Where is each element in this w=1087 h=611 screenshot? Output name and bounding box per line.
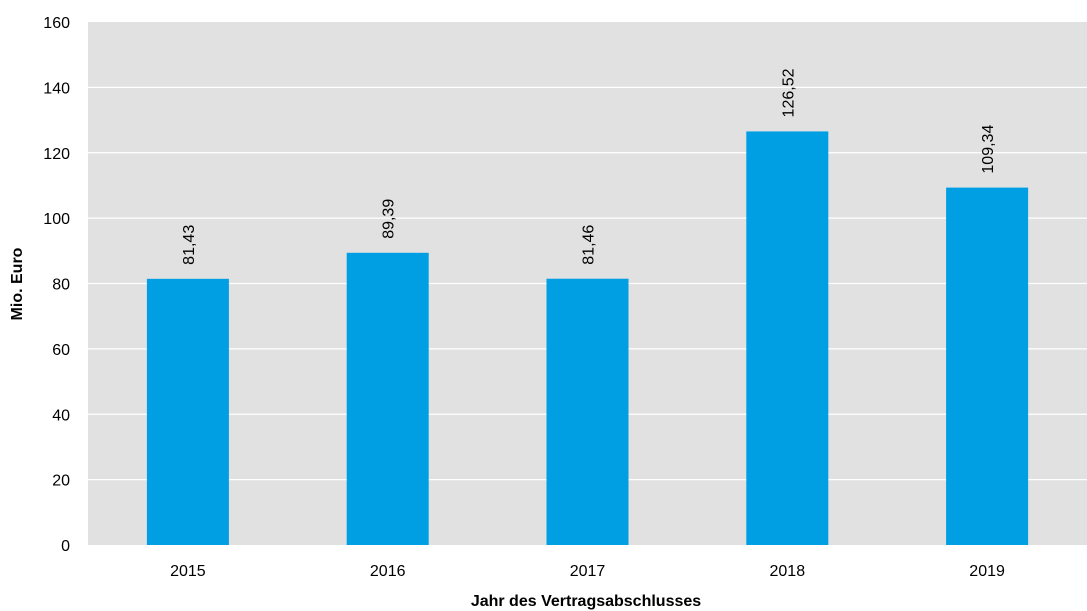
- x-axis-ticks: 2015 2016 2017 2018 2019: [170, 563, 1005, 580]
- bar-2018: [746, 131, 829, 545]
- x-axis-title: Jahr des Vertragsabschlusses: [471, 593, 701, 610]
- y-tick-label: 40: [52, 407, 70, 424]
- y-tick-label: 120: [43, 146, 70, 163]
- data-label-2018: 126,52: [780, 68, 797, 117]
- y-axis-title: Mio. Euro: [9, 247, 26, 320]
- y-axis-ticks: 0 20 40 60 80 100 120 140 160: [43, 15, 70, 555]
- bar-2019: [946, 187, 1029, 545]
- y-tick-label: 160: [43, 15, 70, 32]
- y-tick-label: 100: [43, 211, 70, 228]
- bar-2015: [146, 278, 229, 545]
- data-labels: 81,43 89,39 81,46 126,52 109,34: [181, 68, 997, 264]
- x-tick-label: 2015: [170, 563, 206, 580]
- bars: [146, 131, 1029, 545]
- y-tick-label: 140: [43, 80, 70, 97]
- bar-2017: [546, 278, 629, 545]
- y-tick-label: 0: [61, 538, 70, 555]
- x-tick-label: 2018: [770, 563, 806, 580]
- y-tick-label: 60: [52, 342, 70, 359]
- bar-2016: [346, 252, 429, 545]
- data-label-2015: 81,43: [181, 225, 198, 265]
- y-tick-label: 20: [52, 473, 70, 490]
- x-tick-label: 2017: [570, 563, 606, 580]
- y-tick-label: 80: [52, 277, 70, 294]
- data-label-2017: 81,46: [581, 225, 598, 265]
- x-tick-label: 2019: [969, 563, 1005, 580]
- data-label-2016: 89,39: [381, 199, 398, 239]
- x-tick-label: 2016: [370, 563, 406, 580]
- data-label-2019: 109,34: [980, 125, 997, 174]
